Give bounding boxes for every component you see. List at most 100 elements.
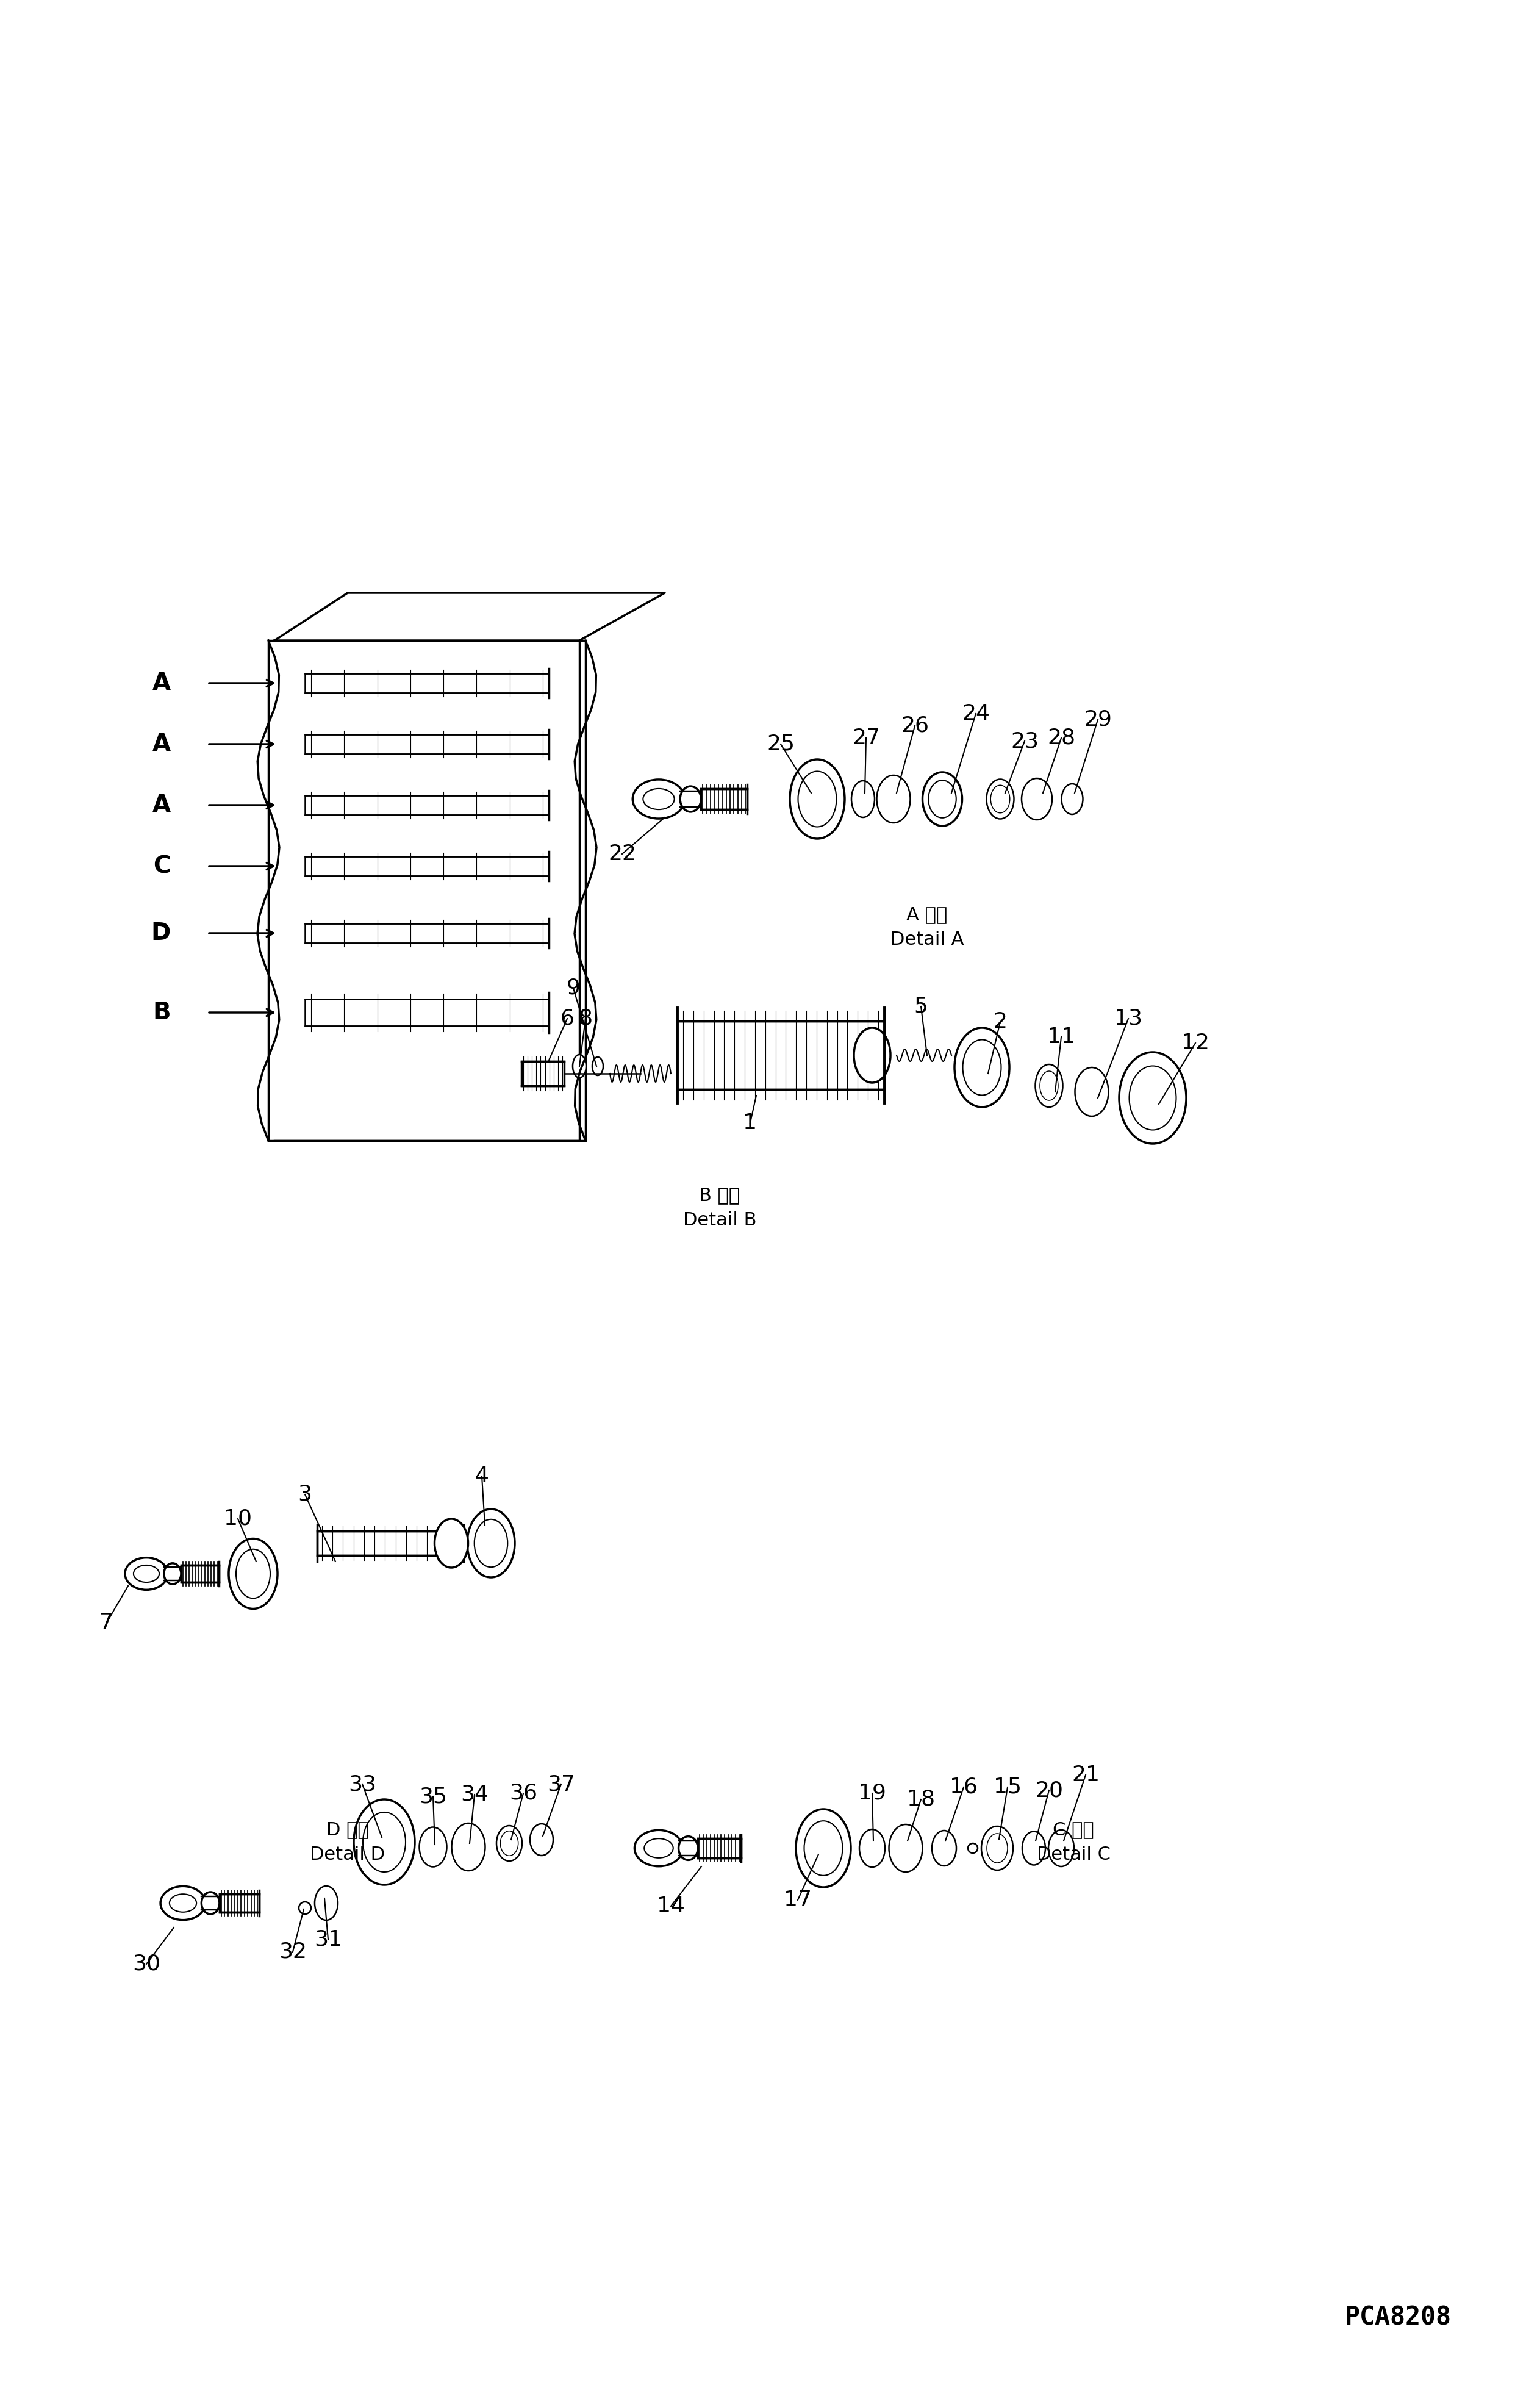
Ellipse shape — [530, 1823, 553, 1854]
Text: 15: 15 — [993, 1778, 1021, 1797]
Text: 31: 31 — [314, 1929, 342, 1950]
Ellipse shape — [573, 1056, 587, 1077]
Ellipse shape — [467, 1509, 514, 1579]
Text: PCA8208: PCA8208 — [1344, 2305, 1452, 2329]
Bar — [522, 1060, 564, 1087]
Text: 22: 22 — [608, 844, 636, 864]
Ellipse shape — [679, 1835, 698, 1859]
Ellipse shape — [202, 1893, 220, 1914]
Ellipse shape — [1021, 777, 1052, 820]
Text: 32: 32 — [279, 1941, 306, 1962]
Ellipse shape — [876, 775, 910, 823]
Bar — [698, 1838, 741, 1857]
Ellipse shape — [644, 789, 675, 808]
Circle shape — [969, 1842, 978, 1852]
Bar — [305, 924, 548, 943]
Ellipse shape — [1129, 1065, 1177, 1130]
Ellipse shape — [929, 780, 956, 818]
Ellipse shape — [859, 1830, 885, 1866]
Text: 34: 34 — [460, 1785, 488, 1804]
Text: 26: 26 — [901, 715, 929, 736]
Text: 25: 25 — [767, 734, 795, 756]
Text: 19: 19 — [858, 1782, 886, 1804]
Text: 12: 12 — [1181, 1032, 1209, 1053]
Text: 5: 5 — [913, 996, 929, 1017]
Ellipse shape — [889, 1823, 922, 1871]
Text: 4: 4 — [474, 1466, 488, 1487]
Bar — [305, 734, 548, 753]
Text: 6: 6 — [561, 1008, 574, 1029]
Ellipse shape — [798, 772, 836, 828]
Text: B: B — [152, 1000, 171, 1024]
Ellipse shape — [1061, 784, 1083, 813]
Text: 11: 11 — [1047, 1027, 1075, 1048]
Text: 14: 14 — [658, 1895, 685, 1917]
Ellipse shape — [852, 780, 875, 818]
Ellipse shape — [314, 1886, 337, 1919]
Text: A: A — [152, 672, 171, 696]
Text: 23: 23 — [1010, 732, 1038, 751]
Ellipse shape — [634, 1830, 682, 1866]
Text: C 詳細
Detail C: C 詳細 Detail C — [1036, 1821, 1110, 1864]
Ellipse shape — [1120, 1053, 1186, 1144]
Text: 18: 18 — [907, 1790, 935, 1809]
Text: 36: 36 — [510, 1782, 537, 1804]
Ellipse shape — [644, 1838, 673, 1857]
Ellipse shape — [1049, 1830, 1073, 1866]
Text: 16: 16 — [950, 1778, 978, 1797]
Text: 17: 17 — [784, 1890, 812, 1910]
Ellipse shape — [1035, 1065, 1063, 1106]
Text: B 詳細
Detail B: B 詳細 Detail B — [682, 1188, 756, 1228]
Ellipse shape — [922, 772, 962, 825]
Ellipse shape — [134, 1564, 159, 1583]
Ellipse shape — [163, 1564, 182, 1583]
Ellipse shape — [160, 1886, 205, 1919]
Ellipse shape — [955, 1027, 1009, 1106]
Bar — [317, 1531, 464, 1555]
Text: 7: 7 — [100, 1612, 114, 1634]
Ellipse shape — [593, 1058, 604, 1075]
Text: 33: 33 — [348, 1773, 376, 1794]
Text: 30: 30 — [132, 1953, 160, 1974]
Bar — [268, 641, 585, 1140]
Ellipse shape — [853, 1027, 890, 1082]
Text: 24: 24 — [962, 703, 990, 724]
Bar — [305, 674, 548, 693]
Ellipse shape — [981, 1826, 1013, 1871]
Polygon shape — [257, 641, 585, 1140]
Text: 2: 2 — [993, 1012, 1007, 1032]
Bar — [701, 789, 747, 808]
Ellipse shape — [796, 1809, 850, 1888]
Ellipse shape — [363, 1811, 405, 1871]
Ellipse shape — [804, 1821, 842, 1876]
Text: 21: 21 — [1072, 1766, 1100, 1785]
Text: 27: 27 — [852, 727, 879, 748]
Text: 9: 9 — [567, 979, 581, 998]
Text: 13: 13 — [1115, 1008, 1143, 1029]
Ellipse shape — [496, 1826, 522, 1862]
Text: C: C — [154, 854, 171, 878]
Text: A: A — [152, 732, 171, 756]
Ellipse shape — [236, 1550, 269, 1598]
Ellipse shape — [169, 1895, 197, 1912]
Ellipse shape — [962, 1039, 1001, 1096]
Text: 20: 20 — [1035, 1780, 1063, 1802]
Ellipse shape — [229, 1538, 277, 1610]
Ellipse shape — [434, 1519, 468, 1567]
Ellipse shape — [125, 1557, 168, 1591]
Circle shape — [299, 1902, 311, 1914]
Text: 1: 1 — [744, 1113, 758, 1132]
Ellipse shape — [474, 1519, 508, 1567]
Ellipse shape — [633, 780, 685, 818]
Text: 3: 3 — [297, 1485, 313, 1504]
Text: D: D — [151, 921, 171, 945]
Ellipse shape — [987, 1833, 1007, 1864]
Bar — [305, 856, 548, 876]
Ellipse shape — [354, 1799, 414, 1886]
Text: D 詳細
Detail D: D 詳細 Detail D — [310, 1821, 385, 1864]
Ellipse shape — [990, 784, 1010, 813]
Polygon shape — [274, 593, 665, 641]
Text: 35: 35 — [419, 1785, 447, 1806]
Text: 37: 37 — [547, 1773, 574, 1794]
Ellipse shape — [681, 787, 701, 811]
